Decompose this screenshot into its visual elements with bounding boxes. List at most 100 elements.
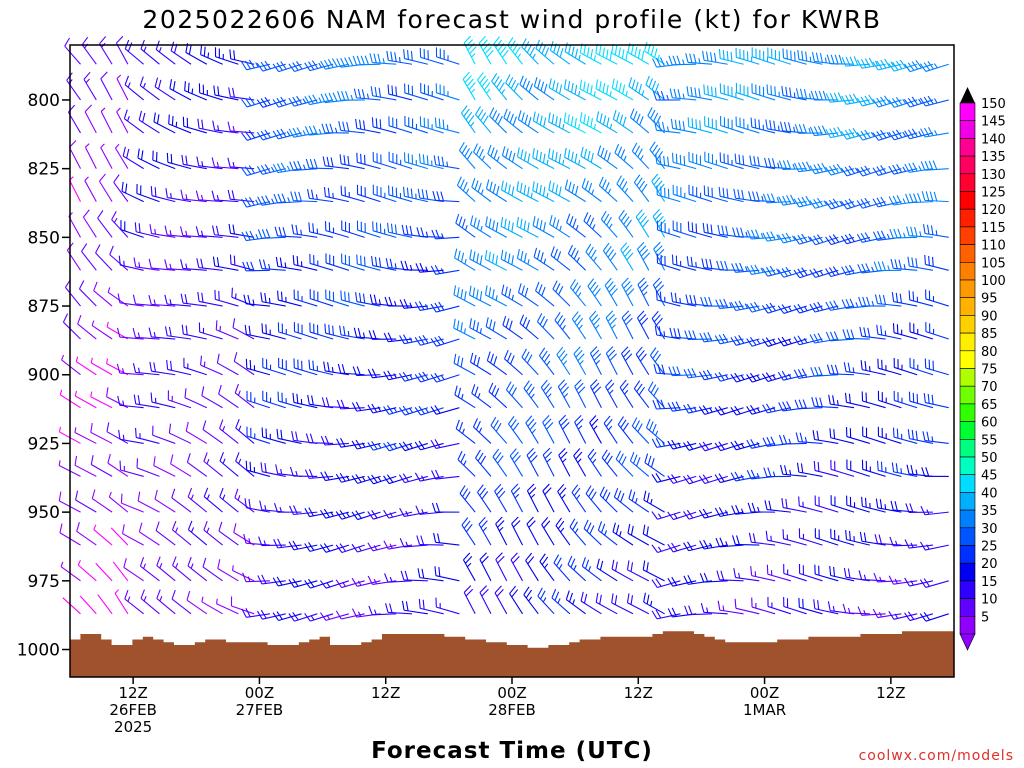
barb-half-flag xyxy=(357,580,362,586)
barb-staff xyxy=(767,605,792,615)
barb-flag xyxy=(905,193,910,203)
barb-flag xyxy=(620,213,628,222)
barb-flag xyxy=(652,90,657,101)
wind-barb xyxy=(335,543,365,554)
barb-flag xyxy=(399,335,405,344)
barb-half-flag xyxy=(706,607,709,613)
barb-half-flag xyxy=(666,126,669,132)
wind-barb xyxy=(81,243,97,271)
barb-flag xyxy=(794,162,800,172)
wind-barb xyxy=(595,79,618,101)
wind-barb xyxy=(746,372,776,383)
barb-half-flag xyxy=(514,493,520,499)
barb-half-flag xyxy=(839,200,844,206)
barb-flag xyxy=(762,193,768,204)
wind-barb xyxy=(335,579,365,589)
barb-flag xyxy=(630,562,634,572)
barb-flag xyxy=(542,483,550,492)
barb-flag xyxy=(475,420,481,430)
wind-barb xyxy=(124,589,145,615)
barb-staff xyxy=(436,305,460,313)
barb-flag xyxy=(811,397,815,407)
barb-flag xyxy=(532,181,535,191)
barb-flag xyxy=(296,256,299,266)
wind-barb xyxy=(893,357,918,376)
barb-flag xyxy=(487,144,492,155)
barb-staff xyxy=(171,497,192,513)
barb-flag xyxy=(826,364,831,374)
barb-flag xyxy=(621,346,629,355)
wind-barb xyxy=(746,301,776,313)
barb-flag xyxy=(414,374,422,383)
wind-barb xyxy=(372,151,397,170)
barb-flag xyxy=(778,434,784,445)
wind-barb xyxy=(180,293,207,307)
wind-barb xyxy=(777,370,807,381)
barb-flag xyxy=(864,232,871,241)
barb-flag xyxy=(360,153,362,164)
barb-flag xyxy=(272,612,279,621)
barb-flag xyxy=(773,120,776,131)
wind-barb xyxy=(569,279,587,307)
barb-flag xyxy=(491,385,497,395)
barb-flag xyxy=(504,182,508,193)
colorbar-swatch xyxy=(959,580,976,599)
barb-flag xyxy=(720,570,725,581)
barb-half-flag xyxy=(74,390,77,397)
barb-flag xyxy=(404,260,409,271)
barb-flag xyxy=(637,148,643,158)
barb-flag xyxy=(627,288,635,296)
wind-barb xyxy=(921,191,949,203)
barb-flag xyxy=(504,286,508,297)
barb-flag xyxy=(421,189,425,199)
barb-flag xyxy=(528,83,534,93)
barb-flag xyxy=(564,147,567,158)
barb-flag xyxy=(523,184,527,195)
barb-flag xyxy=(516,248,520,259)
wind-barb xyxy=(320,508,350,519)
barb-flag xyxy=(473,143,479,153)
wind-barb xyxy=(463,585,476,615)
wind-barb xyxy=(288,578,318,588)
wind-barb xyxy=(862,426,886,444)
barb-flag xyxy=(358,292,362,303)
barb-flag xyxy=(244,97,252,107)
barb-flag xyxy=(651,80,657,91)
wind-barb xyxy=(620,242,634,271)
barb-flag xyxy=(841,266,847,276)
barb-half-flag xyxy=(216,194,219,201)
wind-barb xyxy=(861,459,886,477)
barb-flag xyxy=(699,573,705,583)
barb-half-flag xyxy=(394,263,397,269)
barb-flag xyxy=(793,305,800,314)
wind-barb xyxy=(304,125,334,136)
barb-flag xyxy=(571,183,575,194)
barb-flag xyxy=(904,539,910,549)
barb-flag xyxy=(927,61,934,70)
barb-flag xyxy=(260,165,267,174)
wind-barb xyxy=(672,152,697,170)
wind-barb xyxy=(567,555,587,582)
barb-flag xyxy=(589,217,595,227)
barb-flag xyxy=(699,332,705,343)
barb-flag xyxy=(289,505,294,515)
barb-flag xyxy=(371,441,378,450)
barb-half-flag xyxy=(531,428,536,434)
barb-flag xyxy=(619,178,625,188)
barb-flag xyxy=(677,89,681,99)
wind-barb xyxy=(653,241,666,271)
barb-flag xyxy=(288,613,295,622)
barb-flag xyxy=(390,223,394,234)
wind-barb xyxy=(123,558,144,582)
barb-half-flag xyxy=(280,468,283,475)
barb-flag xyxy=(907,129,915,139)
barb-flag xyxy=(212,120,216,130)
wind-barb xyxy=(811,52,839,65)
barb-flag xyxy=(434,117,437,128)
barb-flag xyxy=(356,152,358,163)
barb-flag xyxy=(929,191,934,201)
wind-barb xyxy=(767,596,792,615)
barb-flag xyxy=(730,374,737,383)
wind-barb xyxy=(401,224,428,238)
barb-half-flag xyxy=(271,198,275,204)
